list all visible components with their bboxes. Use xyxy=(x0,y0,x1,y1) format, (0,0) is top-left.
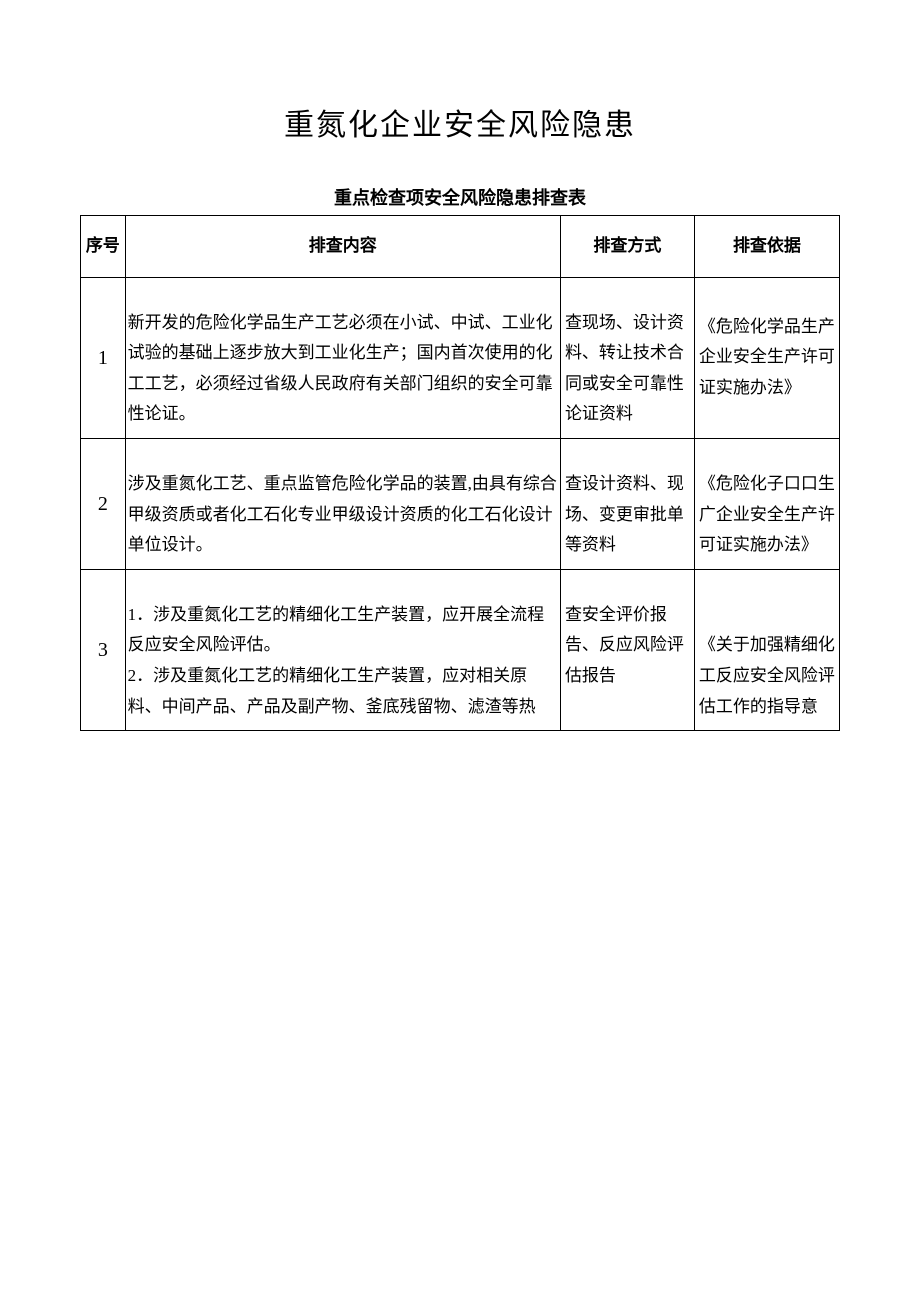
header-seq: 序号 xyxy=(81,216,126,278)
table-row: 3 1．涉及重氮化工艺的精细化工生产装置，应开展全流程反应安全风险评估。2．涉及… xyxy=(81,569,840,730)
table-row: 2 涉及重氮化工艺、重点监管危险化学品的装置,由具有综合甲级资质或者化工石化专业… xyxy=(81,438,840,569)
cell-content: 1．涉及重氮化工艺的精细化工生产装置，应开展全流程反应安全风险评估。2．涉及重氮… xyxy=(125,569,560,730)
cell-method: 查设计资料、现场、变更审批单等资料 xyxy=(560,438,694,569)
header-method: 排查方式 xyxy=(560,216,694,278)
cell-method: 查安全评价报告、反应风险评估报告 xyxy=(560,569,694,730)
header-basis: 排查依据 xyxy=(694,216,839,278)
header-content: 排查内容 xyxy=(125,216,560,278)
cell-seq: 1 xyxy=(81,277,126,438)
cell-seq: 3 xyxy=(81,569,126,730)
table-header-row: 序号 排查内容 排查方式 排查依据 xyxy=(81,216,840,278)
cell-content: 涉及重氮化工艺、重点监管危险化学品的装置,由具有综合甲级资质或者化工石化专业甲级… xyxy=(125,438,560,569)
cell-seq: 2 xyxy=(81,438,126,569)
sub-title: 重点检查项安全风险隐患排查表 xyxy=(80,184,840,210)
table-row: 1 新开发的危险化学品生产工艺必须在小试、中试、工业化试验的基础上逐步放大到工业… xyxy=(81,277,840,438)
cell-method: 查现场、设计资料、转让技术合同或安全可靠性论证资料 xyxy=(560,277,694,438)
cell-basis: 《关于加强精细化工反应安全风险评估工作的指导意 xyxy=(694,569,839,730)
cell-content: 新开发的危险化学品生产工艺必须在小试、中试、工业化试验的基础上逐步放大到工业化生… xyxy=(125,277,560,438)
main-title: 重氮化企业安全风险隐患 xyxy=(80,100,840,144)
cell-basis: 《危险化子口口生广企业安全生产许可证实施办法》 xyxy=(694,438,839,569)
inspection-table: 序号 排查内容 排查方式 排查依据 1 新开发的危险化学品生产工艺必须在小试、中… xyxy=(80,215,840,731)
cell-basis: 《危险化学品生产企业安全生产许可证实施办法》 xyxy=(694,277,839,438)
